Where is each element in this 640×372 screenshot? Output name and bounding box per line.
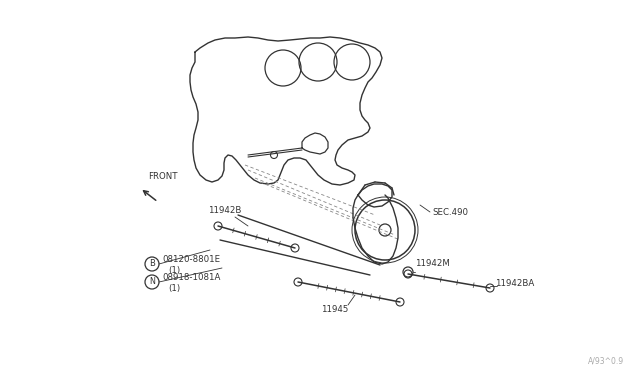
Text: 08918-1081A: 08918-1081A [162, 273, 220, 282]
Text: 11942BA: 11942BA [495, 279, 534, 289]
Text: A/93^0.9: A/93^0.9 [588, 356, 624, 365]
Text: 08120-8801E: 08120-8801E [162, 256, 220, 264]
Text: 11942B: 11942B [208, 206, 241, 215]
Text: B: B [149, 260, 155, 269]
Text: 11942M: 11942M [415, 259, 450, 268]
Text: N: N [149, 278, 155, 286]
Text: (1): (1) [168, 266, 180, 275]
Text: (1): (1) [168, 283, 180, 292]
Text: SEC.490: SEC.490 [432, 208, 468, 217]
Text: FRONT: FRONT [148, 172, 177, 181]
Text: 11945: 11945 [321, 305, 349, 314]
